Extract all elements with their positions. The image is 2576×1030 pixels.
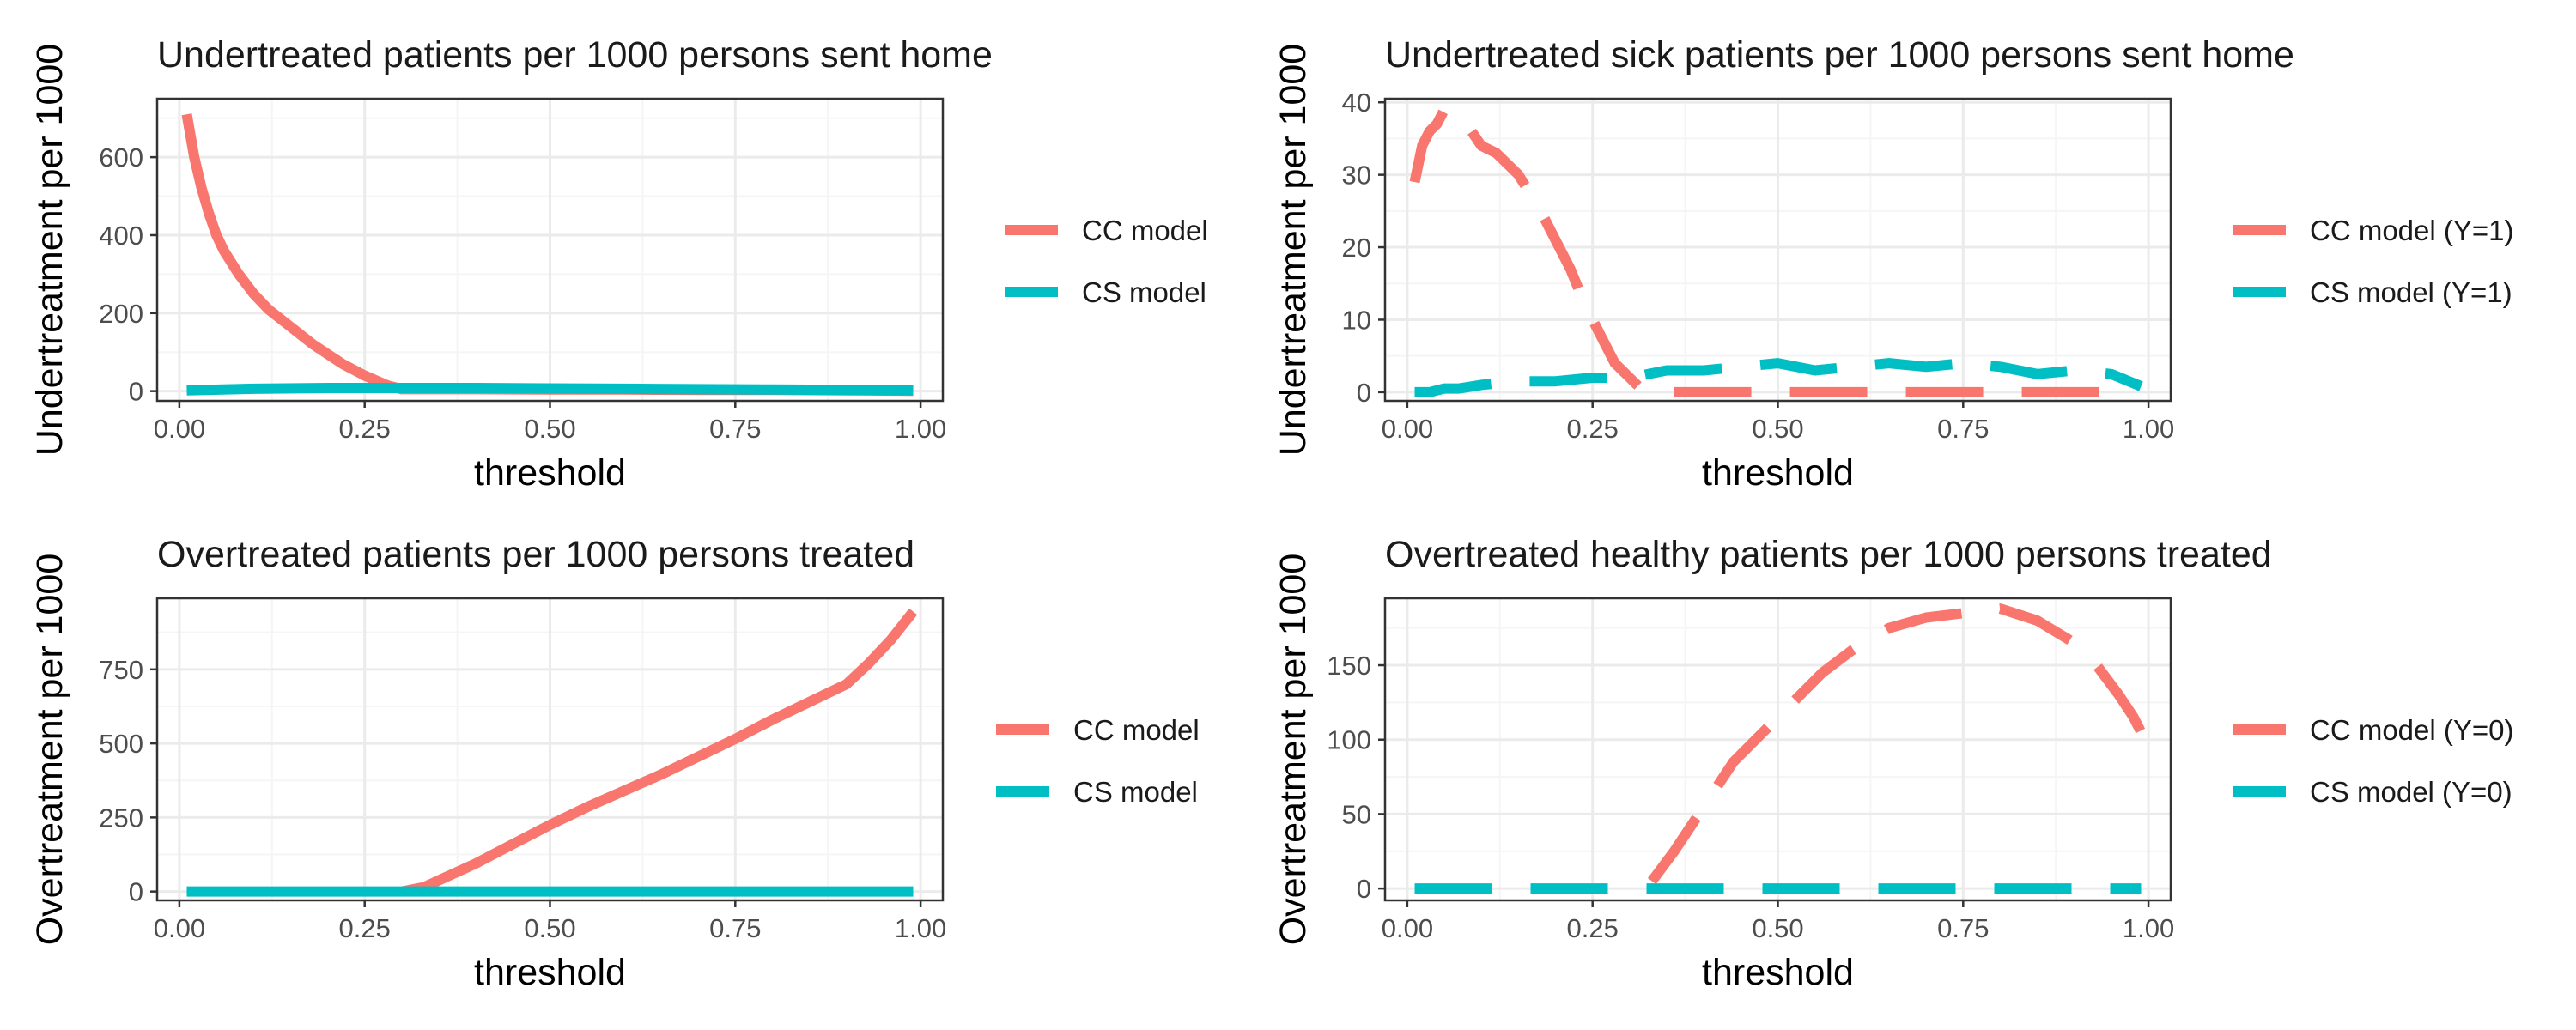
y-tick-label: 600 <box>99 142 143 173</box>
y-tick-label: 0 <box>1357 874 1371 904</box>
y-tick-label: 100 <box>1327 725 1371 755</box>
panels: 0.00 0.25 0.50 0.75 1.000200400600Undertreat… <box>29 34 2514 993</box>
series-line-cc-model <box>1409 104 2111 397</box>
series-line-cc-model <box>1647 603 2146 885</box>
x-axis-label: threshold <box>474 952 626 993</box>
x-tick-label: 0.25 <box>339 913 391 943</box>
x-tick-label: 0.75 <box>1937 414 1989 444</box>
legend-label: CS model <box>1082 276 1206 308</box>
x-tick-label: 0.00 <box>1382 414 1433 444</box>
legend-label: CC model <box>1073 714 1200 746</box>
y-tick-label: 200 <box>99 299 143 329</box>
x-tick-label: 0.25 <box>1567 414 1619 444</box>
legend-label: CC model (Y=0) <box>2310 714 2514 746</box>
y-tick-label: 0 <box>1357 378 1371 408</box>
x-tick-label: 1.00 <box>2123 913 2174 943</box>
y-tick-label: 0 <box>129 377 143 407</box>
x-tick-label: 1.00 <box>2123 414 2174 444</box>
x-tick-label: 1.00 <box>895 414 946 444</box>
y-tick-label: 0 <box>129 877 143 907</box>
legend-label: CS model (Y=1) <box>2310 276 2512 308</box>
x-tick-label: 0.25 <box>339 414 391 444</box>
y-tick-label: 150 <box>1327 651 1371 681</box>
chart-panel-2: 0.00 0.25 0.50 0.75 1.00 0 10 20 30 40 Undertreate… <box>1273 34 2514 494</box>
chart-title: Overtreated healthy patients per 1000 pe… <box>1385 534 2272 575</box>
legend-label: CC model (Y=1) <box>2310 215 2514 246</box>
y-tick-label: 10 <box>1342 305 1371 335</box>
x-tick-label: 0.00 <box>154 913 205 943</box>
x-axis-label: threshold <box>1702 952 1854 993</box>
x-tick-label: 0.25 <box>1567 913 1619 943</box>
chart-panel-3: 0.00 0.25 0.50 0.75 1.00 0 250 500 750 Overtreate… <box>29 534 1200 993</box>
legend-label: CS model <box>1073 776 1198 808</box>
legend: CC model (Y=1) CS model (Y=1) <box>2233 215 2514 308</box>
y-tick-label: 400 <box>99 221 143 251</box>
y-axis-label: Undertreatment per 1000 <box>1273 44 1314 456</box>
x-tick-label: 0.75 <box>709 414 761 444</box>
chart-title: Overtreated patients per 1000 persons tr… <box>157 534 914 575</box>
chart-panel-1: 0.00 0.25 0.50 0.75 1.00 0 200 400 600 Undertreat… <box>29 34 1208 494</box>
x-tick-label: 0.00 <box>1382 913 1433 943</box>
y-tick-label: 500 <box>99 729 143 759</box>
series-line-cs-model <box>186 383 914 396</box>
y-axis-label: Overtreatment per 1000 <box>29 554 70 946</box>
legend: CC model CS model <box>996 714 1200 808</box>
legend-label: CC model <box>1082 215 1208 246</box>
series-line-cs-model <box>1414 358 2143 397</box>
y-tick-label: 250 <box>99 803 143 833</box>
x-tick-label: 0.50 <box>1752 913 1803 943</box>
chart-panel-4: 0.00 0.25 0.50 0.75 1.00 0 50 100 150 Overtreated… <box>1273 534 2514 993</box>
y-tick-label: 750 <box>99 655 143 685</box>
x-tick-label: 0.75 <box>1937 913 1989 943</box>
chart-title: Undertreated patients per 1000 persons s… <box>157 34 993 76</box>
x-tick-label: 0.50 <box>1752 414 1803 444</box>
y-tick-label: 40 <box>1342 88 1371 118</box>
y-tick-label: 50 <box>1342 799 1371 829</box>
legend: CC model (Y=0) CS model (Y=0) <box>2233 714 2514 808</box>
x-tick-label: 0.00 <box>154 414 205 444</box>
y-axis-label: Overtreatment per 1000 <box>1273 554 1314 946</box>
x-tick-label: 0.50 <box>524 414 575 444</box>
legend-label: CS model (Y=0) <box>2310 776 2512 808</box>
x-axis-label: threshold <box>474 452 626 494</box>
series-line-cc-model <box>400 608 918 897</box>
x-axis-label: threshold <box>1702 452 1854 494</box>
legend: CC model CS model <box>1005 215 1208 308</box>
y-tick-label: 20 <box>1342 233 1371 263</box>
y-axis-label: Undertreatment per 1000 <box>29 44 70 456</box>
x-tick-label: 1.00 <box>895 913 946 943</box>
y-tick-label: 30 <box>1342 161 1371 191</box>
chart-title: Undertreated sick patients per 1000 pers… <box>1385 34 2294 76</box>
x-tick-label: 0.75 <box>709 913 761 943</box>
x-tick-label: 0.50 <box>524 913 575 943</box>
